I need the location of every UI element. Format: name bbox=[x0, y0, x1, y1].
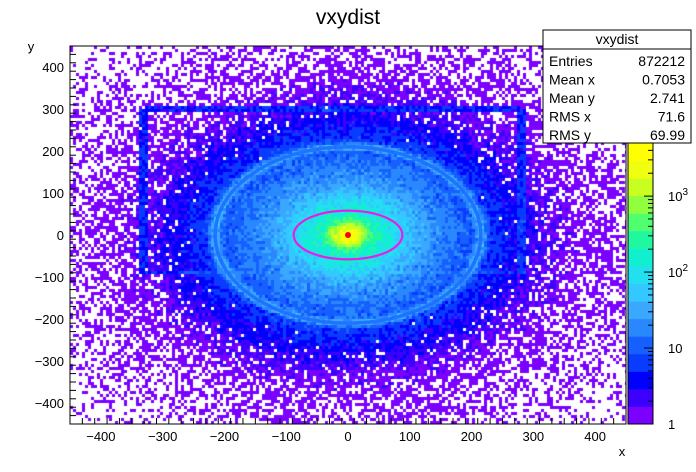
stats-label: Mean y bbox=[549, 90, 595, 106]
stats-box-title: vxydist bbox=[596, 31, 639, 47]
color-scale-label: 103 bbox=[668, 187, 688, 204]
stats-label: RMS y bbox=[549, 127, 591, 143]
color-scale-label-base: 10 bbox=[668, 341, 682, 356]
stats-value: 0.7053 bbox=[642, 72, 685, 88]
x-tick-label: 100 bbox=[399, 429, 421, 444]
x-axis: −400 −300 −200 −100 0 100 200 300 400 bbox=[69, 418, 627, 444]
inner-ellipse bbox=[292, 209, 404, 261]
color-scale-label-base: 10 bbox=[668, 189, 682, 204]
y-tick-label: 300 bbox=[42, 102, 64, 117]
x-tick-label: −100 bbox=[272, 429, 301, 444]
color-scale-label: 1 bbox=[668, 417, 675, 432]
stats-label: RMS x bbox=[549, 109, 591, 125]
color-scale-swatch bbox=[628, 336, 653, 355]
color-scale-swatch bbox=[628, 178, 653, 197]
y-tick-label: −200 bbox=[35, 312, 64, 327]
plot-border bbox=[69, 45, 627, 425]
color-scale-label: 102 bbox=[668, 263, 688, 280]
stats-value: 71.6 bbox=[658, 109, 685, 125]
stats-label: Mean x bbox=[549, 72, 595, 88]
x-tick-label: −200 bbox=[210, 429, 239, 444]
chart-title: vxydist bbox=[316, 6, 380, 29]
color-scale-label-exponent: 3 bbox=[682, 187, 688, 198]
color-scale-swatch bbox=[628, 143, 653, 162]
color-scale-swatch bbox=[628, 248, 653, 267]
color-scale-swatch bbox=[628, 195, 653, 214]
x-tick-label: −400 bbox=[86, 429, 115, 444]
ring-features bbox=[213, 145, 483, 325]
color-scale-swatch bbox=[628, 318, 653, 337]
y-axis-label: y bbox=[28, 39, 35, 54]
stats-value: 69.99 bbox=[650, 127, 685, 143]
x-axis-label: x bbox=[619, 444, 626, 459]
x-tick-label: 0 bbox=[344, 429, 351, 444]
y-tick-label: −300 bbox=[35, 354, 64, 369]
stats-label: Entries bbox=[549, 53, 593, 69]
stats-rows: Entries 872212 Mean x 0.7053 Mean y 2.741 RMS … bbox=[549, 53, 685, 143]
outer-ring bbox=[213, 145, 483, 325]
color-scale-label-base: 1 bbox=[668, 417, 675, 432]
y-tick-label: 100 bbox=[42, 186, 64, 201]
y-tick-label: −100 bbox=[35, 270, 64, 285]
y-tick-label: 400 bbox=[42, 60, 64, 75]
color-scale-swatch bbox=[628, 406, 653, 425]
x-tick-label: −300 bbox=[148, 429, 177, 444]
color-scale-swatch bbox=[628, 388, 653, 407]
color-scale-swatch bbox=[628, 230, 653, 249]
color-scale-label: 10 bbox=[668, 341, 682, 356]
stats-box: vxydist Entries 872212 Mean x 0.7053 Mean y 2… bbox=[542, 29, 692, 144]
y-tick-label: 0 bbox=[57, 228, 64, 243]
color-scale-label-exponent: 2 bbox=[682, 263, 688, 274]
x-tick-label: 200 bbox=[461, 429, 483, 444]
color-scale-swatch bbox=[628, 301, 653, 320]
color-scale-swatch bbox=[628, 160, 653, 179]
y-tick-label: 200 bbox=[42, 144, 64, 159]
color-scale-swatch bbox=[628, 371, 653, 390]
y-axis: −400 −300 −200 −100 0 100 200 300 400 bbox=[35, 45, 76, 425]
y-tick-label: −400 bbox=[35, 396, 64, 411]
color-scale-label-base: 10 bbox=[668, 265, 682, 280]
color-scale-swatch bbox=[628, 213, 653, 232]
stats-value: 2.741 bbox=[650, 90, 685, 106]
color-scale-swatch bbox=[628, 265, 653, 284]
color-scale-swatch bbox=[628, 353, 653, 372]
x-tick-label: 300 bbox=[522, 429, 544, 444]
x-tick-label: 400 bbox=[584, 429, 606, 444]
plot-area bbox=[69, 45, 627, 425]
color-scale-swatch bbox=[628, 283, 653, 302]
core-spot bbox=[345, 232, 351, 238]
stats-value: 872212 bbox=[638, 53, 685, 69]
